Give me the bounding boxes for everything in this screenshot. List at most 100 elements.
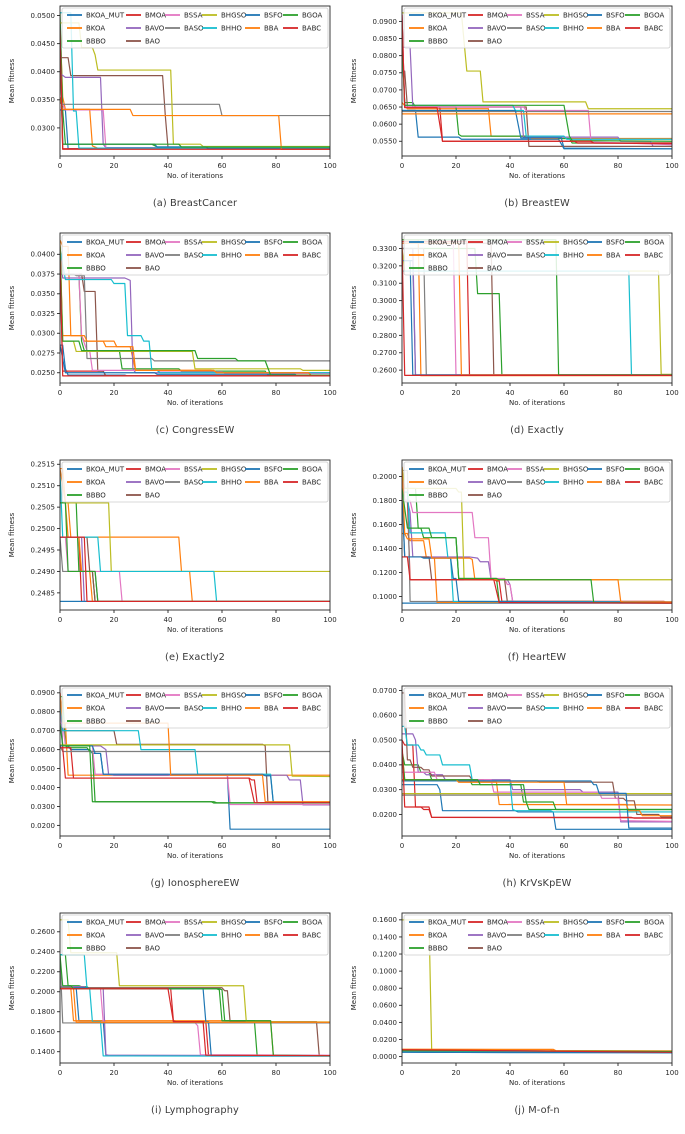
legend: BKOA_MUT BKOA BBBO BMOA BAVO BAO BSSA BASO BHGSO… — [61, 461, 329, 502]
legend-label-BBBO: BBBO — [86, 264, 106, 272]
y-axis-label: Mean fitness — [8, 966, 16, 1011]
plot-series — [402, 12, 672, 150]
x-tick-label: 80 — [272, 616, 281, 624]
legend-label-BAO: BAO — [145, 491, 160, 499]
series-line-BABC — [60, 536, 330, 602]
chart-canvas-d: 0.3300 0.3200 0.3100 0.3000 0.2900 0.2800 0.27… — [342, 227, 684, 417]
plot-border — [59, 232, 331, 384]
x-tick-label: 20 — [110, 389, 119, 397]
axes: 0.0900 0.0800 0.0700 0.0600 0.0500 0.0400 0.03… — [8, 685, 337, 860]
legend-label-BHGSO: BHGSO — [221, 919, 247, 927]
legend-label-BAVO: BAVO — [145, 932, 165, 940]
y-tick-label: 0.1000 — [373, 968, 398, 976]
chart-canvas-j: 0.1600 0.1400 0.1200 0.1000 0.0800 0.0600 0.04… — [342, 907, 684, 1097]
chart-figure-b: 0.0900 0.0850 0.0800 0.0750 0.0700 0.0650 0.06… — [342, 0, 685, 227]
legend-label-BMOA: BMOA — [145, 692, 166, 700]
y-tick-label: 0.0500 — [31, 12, 56, 20]
legend-label-BHGSO: BHGSO — [563, 238, 589, 246]
x-tick-label: 0 — [58, 616, 62, 624]
chart-caption-i: (i) Lymphography — [151, 1105, 239, 1117]
x-tick-label: 20 — [110, 162, 119, 170]
legend-label-BHHO: BHHO — [221, 478, 242, 486]
legend-label-BMOA: BMOA — [487, 692, 508, 700]
x-tick-label: 80 — [272, 842, 281, 850]
legend-label-BKOA: BKOA — [86, 24, 105, 32]
y-tick-label: 0.2600 — [373, 366, 398, 374]
series-line-BABC — [60, 747, 330, 804]
x-tick-label: 60 — [560, 842, 569, 850]
legend-label-BKOA: BKOA — [86, 705, 105, 713]
legend-label-BABC: BABC — [302, 705, 321, 713]
legend-box — [61, 461, 329, 502]
x-tick-label: 60 — [560, 389, 569, 397]
series-line-BHHO — [402, 40, 672, 140]
y-tick-label: 0.0300 — [373, 786, 398, 794]
series-line-BBBO — [402, 40, 672, 144]
legend-label-BHHO: BHHO — [563, 932, 584, 940]
chart-svg-h: 0.0700 0.0600 0.0500 0.0400 0.0300 0.0200 0 20 4… — [350, 685, 679, 860]
chart-caption-h: (h) KrVsKpEW — [502, 878, 572, 890]
y-axis-label: Mean fitness — [350, 285, 358, 330]
legend: BKOA_MUT BKOA BBBO BMOA BAVO BAO BSSA BASO BHGSO… — [403, 687, 671, 729]
legend-label-BBBO: BBBO — [428, 718, 448, 726]
legend-label-BKOA: BKOA — [428, 478, 447, 486]
x-tick-label: 20 — [110, 616, 119, 624]
y-tick-label: 0.2700 — [373, 349, 398, 357]
axes: 0.0900 0.0850 0.0800 0.0750 0.0700 0.0650 0.06… — [350, 5, 679, 180]
plot-series — [60, 919, 330, 1057]
y-tick-label: 0.0200 — [373, 1036, 398, 1044]
series-line-BABC — [60, 29, 330, 150]
x-tick-label: 60 — [218, 842, 227, 850]
x-tick-label: 80 — [614, 616, 623, 624]
axes: 0.0400 0.0375 0.0350 0.0325 0.0300 0.0275 0.02… — [8, 232, 337, 407]
x-tick-label: 0 — [400, 162, 404, 170]
legend-label-BHGSO: BHGSO — [563, 919, 589, 927]
chart-figure-f: 0.2000 0.1800 0.1600 0.1400 0.1200 0.1000 0 20 4… — [342, 454, 685, 681]
chart-figure-e: 0.2515 0.2510 0.2505 0.2500 0.2495 0.2490 0.24… — [0, 454, 342, 681]
legend-label-BAO: BAO — [145, 718, 160, 726]
legend-label-BAO: BAO — [487, 718, 502, 726]
legend: BKOA_MUT BKOA BBBO BMOA BAVO BAO BSSA BASO BHGSO… — [61, 687, 329, 729]
y-axis-label: Mean fitness — [350, 966, 358, 1011]
series-line-BGOA — [60, 501, 330, 602]
legend-label-BABC: BABC — [302, 932, 321, 940]
legend-label-BSFO: BSFO — [606, 238, 625, 246]
legend-label-BBBO: BBBO — [86, 37, 106, 45]
legend-label-BKOA_MUT: BKOA_MUT — [86, 692, 125, 700]
x-tick-label: 0 — [400, 389, 404, 397]
legend-label-BBBO: BBBO — [428, 491, 448, 499]
x-tick-label: 20 — [452, 842, 461, 850]
legend-label-BAVO: BAVO — [145, 24, 165, 32]
axes: 0.2600 0.2400 0.2200 0.2000 0.1800 0.1600 0.14… — [8, 912, 337, 1087]
chart-canvas-c: 0.0400 0.0375 0.0350 0.0325 0.0300 0.0275 0.02… — [0, 227, 342, 417]
axes: 0.0700 0.0600 0.0500 0.0400 0.0300 0.0200 0 20 4… — [350, 685, 679, 860]
y-tick-label: 0.0000 — [373, 1053, 398, 1061]
x-axis-label: No. of iterations — [509, 852, 565, 860]
y-tick-label: 0.1600 — [31, 1028, 56, 1036]
legend-box — [403, 461, 671, 502]
legend-label-BBA: BBA — [264, 478, 279, 486]
x-tick-label: 40 — [506, 1069, 515, 1077]
legend: BKOA_MUT BKOA BBBO BMOA BAVO BAO BSSA BASO BHGSO… — [403, 914, 671, 956]
legend-label-BBA: BBA — [606, 24, 621, 32]
series-line-BAVO — [402, 46, 672, 148]
series-line-BBA — [60, 242, 330, 376]
y-tick-label: 0.0400 — [31, 68, 56, 76]
y-tick-label: 0.2000 — [373, 472, 398, 480]
x-axis-label: No. of iterations — [509, 399, 565, 407]
chart-svg-f: 0.2000 0.1800 0.1600 0.1400 0.1200 0.1000 0 20 4… — [350, 459, 679, 634]
legend-label-BHHO: BHHO — [563, 705, 584, 713]
legend-label-BAVO: BAVO — [487, 932, 507, 940]
x-tick-label: 0 — [400, 842, 404, 850]
series-line-BGOA — [402, 40, 672, 142]
y-tick-label: 0.0300 — [31, 329, 56, 337]
x-axis-label: No. of iterations — [509, 1079, 565, 1087]
x-tick-label: 40 — [506, 616, 515, 624]
chart-caption-c: (c) CongressEW — [155, 424, 235, 436]
legend-label-BSFO: BSFO — [264, 238, 283, 246]
legend-label-BASO: BASO — [184, 24, 204, 32]
y-tick-label: 0.2000 — [31, 988, 56, 996]
x-tick-label: 20 — [452, 162, 461, 170]
y-tick-label: 0.2800 — [373, 332, 398, 340]
legend-label-BASO: BASO — [184, 478, 204, 486]
